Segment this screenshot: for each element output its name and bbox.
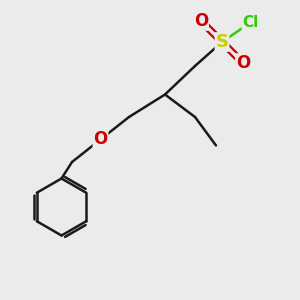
Text: S: S bbox=[215, 33, 229, 51]
Text: Cl: Cl bbox=[242, 15, 259, 30]
Text: O: O bbox=[236, 54, 250, 72]
Text: O: O bbox=[194, 12, 208, 30]
Text: O: O bbox=[93, 130, 108, 148]
